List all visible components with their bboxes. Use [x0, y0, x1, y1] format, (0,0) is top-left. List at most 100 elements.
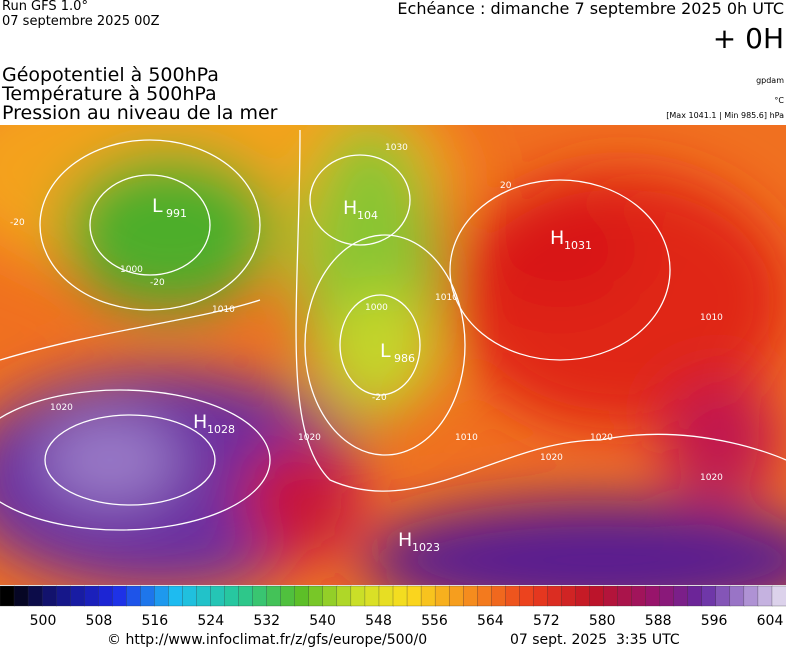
colorbar-swatch	[477, 585, 492, 607]
colorbar-label: 564	[477, 613, 504, 629]
colorbar-label: 516	[141, 613, 168, 629]
unit-label: °C	[774, 96, 784, 105]
colorbar-swatch	[336, 585, 352, 607]
colorbar-label: 604	[757, 613, 784, 629]
run-date: 07 septembre 2025 00Z	[2, 14, 160, 29]
colorbar-swatch	[210, 585, 226, 607]
colorbar-label: 580	[589, 613, 616, 629]
pressure-letter: H	[193, 411, 207, 433]
pressure-value: 1031	[564, 239, 592, 252]
colorbar-swatch	[491, 585, 506, 607]
colorbar-label: 524	[197, 613, 224, 629]
contour-label: 1020	[50, 403, 73, 413]
colorbar-swatch	[154, 585, 170, 607]
colorbar-swatch	[168, 585, 184, 607]
unit-label: gpdam	[756, 76, 784, 85]
colorbar-swatch	[631, 585, 647, 607]
colorbar-swatch	[350, 585, 366, 607]
colorbar-swatch	[743, 585, 759, 607]
pressure-value: 1023	[412, 541, 440, 554]
footer-timestamp: 07 sept. 2025 3:35 UTC	[510, 632, 680, 648]
contour-label: 1020	[700, 473, 723, 483]
title-line: Température à 500hPa	[1, 83, 217, 105]
title-line: Géopotentiel à 500hPa	[2, 64, 219, 86]
colorbar-swatch	[41, 585, 57, 607]
colorbar-swatch	[561, 585, 577, 607]
colorbar-swatch	[687, 585, 703, 607]
contour-label: -20	[10, 218, 25, 228]
pressure-letter: L	[152, 195, 163, 217]
colorbar-label: 596	[701, 613, 728, 629]
colorbar-swatch	[729, 585, 745, 607]
contour-label: -20	[372, 393, 387, 403]
colorbar-swatch	[575, 585, 591, 607]
colorbar-swatch	[434, 585, 450, 607]
colorbar-label: 588	[645, 613, 672, 629]
run-label: Run GFS 1.0°	[2, 0, 88, 14]
contour-label: 1000	[365, 303, 388, 313]
colorbar-swatch	[673, 585, 689, 607]
contour-label: -20	[150, 278, 165, 288]
colorbar-label: 532	[253, 613, 280, 629]
colorbar-swatch	[463, 585, 478, 607]
forecast-step: + 0H	[713, 22, 784, 55]
colorbar-swatch	[533, 585, 549, 607]
colorbar-swatch	[182, 585, 198, 607]
colorbar-swatch	[392, 585, 408, 607]
colorbar-label: 500	[30, 613, 57, 629]
contour-label: 1000	[120, 265, 143, 275]
range-label: [Max 1041.1 | Min 985.6] hPa	[666, 111, 784, 120]
contour-label: 1010	[435, 293, 458, 303]
colorbar-swatch	[112, 585, 127, 607]
colorbar-swatch	[224, 585, 240, 607]
colorbar-swatch	[659, 585, 675, 607]
colorbar-swatch	[364, 585, 380, 607]
contour-label: 1010	[212, 305, 235, 315]
colorbar-swatch	[715, 585, 731, 607]
colorbar-swatch	[140, 585, 156, 607]
colorbar-label: 508	[86, 613, 113, 629]
colorbar-label: 556	[421, 613, 448, 629]
pressure-letter: H	[343, 197, 357, 219]
colorbar-swatch	[617, 585, 633, 607]
colorbar-swatch	[406, 585, 422, 607]
contour-label: 1010	[700, 313, 723, 323]
colorbar-swatch	[126, 585, 142, 607]
colorbar-swatch	[294, 585, 310, 607]
colorbar-swatch	[378, 585, 394, 607]
colorbar-swatch	[701, 585, 717, 607]
colorbar-swatch	[420, 585, 436, 607]
pressure-value: 1028	[207, 423, 235, 436]
colorbar-label: 572	[533, 613, 560, 629]
map	[0, 125, 786, 585]
colorbar-swatch	[505, 585, 520, 607]
contour-label: 1030	[385, 143, 408, 153]
colorbar-swatch	[27, 585, 43, 607]
colorbar-swatch	[771, 585, 786, 607]
colorbar-swatch	[308, 585, 324, 607]
pressure-value: 991	[166, 207, 187, 220]
colorbar-swatch	[547, 585, 563, 607]
colorbar-label: 540	[309, 613, 336, 629]
colorbar-swatch	[0, 585, 15, 607]
colorbar-swatch	[238, 585, 254, 607]
colorbar-swatch	[252, 585, 268, 607]
contour-label: 1020	[590, 433, 613, 443]
pressure-letter: L	[380, 340, 391, 362]
contour-label: 1020	[540, 453, 563, 463]
colorbar-swatch	[196, 585, 212, 607]
pressure-value: 104	[357, 209, 378, 222]
forecast-label: Echéance : dimanche 7 septembre 2025 0h …	[397, 0, 784, 18]
colorbar-swatch	[84, 585, 99, 607]
colorbar-label: 548	[365, 613, 392, 629]
colorbar-swatch	[322, 585, 338, 607]
colorbar-swatch	[280, 585, 296, 607]
colorbar-swatch	[645, 585, 661, 607]
title-line: Pression au niveau de la mer	[2, 102, 278, 124]
colorbar-swatch	[70, 585, 85, 607]
colorbar-swatch	[603, 585, 619, 607]
footer-url: © http://www.infoclimat.fr/z/gfs/europe/…	[107, 632, 427, 648]
colorbar-swatch	[589, 585, 605, 607]
colorbar-swatch	[266, 585, 282, 607]
